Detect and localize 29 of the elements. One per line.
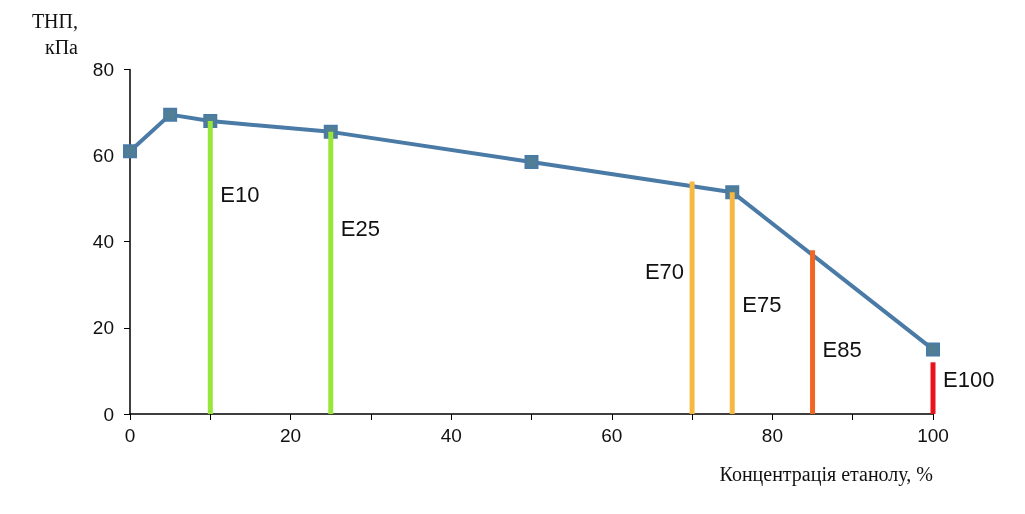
annotation: E25 bbox=[340, 216, 380, 242]
y-tick-label: 60 bbox=[92, 145, 114, 167]
point bbox=[123, 144, 137, 159]
bar bbox=[930, 362, 936, 414]
x-axis-title: Концентрація етанолу, % bbox=[719, 463, 933, 486]
x-tick-label: 0 bbox=[124, 425, 136, 446]
bar bbox=[729, 192, 735, 414]
annotation: E100 bbox=[943, 367, 995, 393]
x-tick-label: 80 bbox=[761, 425, 783, 446]
y-tick-label: 40 bbox=[92, 231, 114, 253]
y-axis-title: ТНП, кПа bbox=[31, 10, 79, 58]
point bbox=[926, 342, 940, 357]
annotation: E10 bbox=[220, 181, 260, 207]
y-tick-label: 20 bbox=[92, 317, 114, 339]
annotation: E85 bbox=[822, 336, 862, 362]
bar bbox=[328, 131, 334, 414]
bar bbox=[810, 250, 816, 414]
bar bbox=[207, 121, 213, 414]
annotation: E70 bbox=[644, 259, 685, 285]
y-tick-label: 80 bbox=[92, 58, 114, 80]
x-tick-label: 20 bbox=[280, 425, 302, 446]
x-tick-label: 40 bbox=[440, 425, 462, 446]
x-tick-label: 60 bbox=[601, 425, 623, 446]
bar bbox=[689, 181, 695, 414]
point bbox=[163, 107, 178, 122]
y-tick-label: 0 bbox=[103, 403, 114, 425]
point bbox=[524, 155, 539, 170]
x-tick-label: 100 bbox=[917, 425, 949, 446]
annotation: E75 bbox=[742, 291, 782, 317]
